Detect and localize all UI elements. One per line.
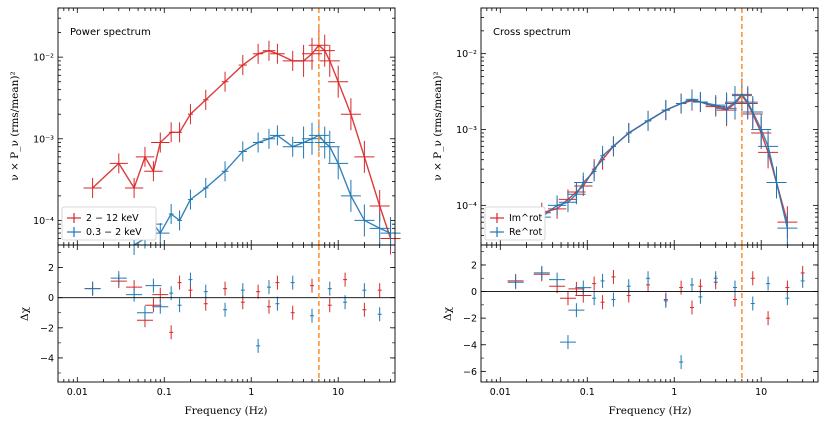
x-tick-label: 0.01: [67, 387, 88, 398]
x-tick-label: 10: [332, 387, 344, 398]
y-tick-label: 0: [471, 287, 477, 298]
left-top-ylabel: ν × P_ν (rms/mean)²: [9, 71, 21, 180]
left-legend-red-label: 2 − 12 keV: [86, 213, 139, 224]
x-tick-label: 10: [755, 387, 767, 398]
y-tick-label: 10⁻⁴: [456, 201, 477, 212]
right-bottom-ylabel: Δχ: [442, 306, 454, 321]
right-panel: 10⁻⁴ 10⁻³ 10⁻² 0.01 0.1 1 10 −6 −4 −2 0 2 Cross sp…: [432, 7, 819, 417]
right-bottom-data: [507, 265, 805, 370]
right-top-plot-area: [481, 8, 818, 245]
left-top-plot-area: [58, 8, 395, 245]
x-tick-label: 0.1: [580, 387, 595, 398]
model-line: [541, 93, 789, 229]
left-xlabel: Frequency (Hz): [184, 405, 267, 417]
y-tick-label: 10⁻³: [456, 125, 477, 136]
y-tick-label: 2: [471, 260, 477, 271]
right-bottom-ticks: 0.01 0.1 1 10 −6 −4 −2 0 2: [463, 245, 818, 398]
model-line: [133, 134, 391, 246]
right-legend-blue-label: Re^rot: [509, 227, 542, 238]
y-tick-label: 10⁻³: [33, 134, 54, 145]
y-tick-label: 2: [48, 263, 54, 274]
left-legend-blue-label: 0.3 − 2 keV: [86, 227, 142, 238]
y-tick-label: 0: [48, 293, 54, 304]
x-tick-label: 1: [248, 387, 254, 398]
x-tick-label: 1: [671, 387, 677, 398]
right-annotation: Cross spectrum: [493, 27, 571, 38]
y-tick-label: 10⁻⁴: [33, 216, 54, 227]
left-bottom-ylabel: Δχ: [19, 306, 31, 321]
x-tick-label: 0.01: [490, 387, 511, 398]
right-xlabel: Frequency (Hz): [608, 405, 691, 417]
right-bottom-plot-area: [481, 245, 818, 382]
left-legend: 2 − 12 keV 0.3 − 2 keV: [61, 206, 157, 241]
left-bottom-ticks: 0.01 0.1 1 10 −4 −2 0 2: [40, 245, 395, 398]
left-bottom-plot-area: [58, 245, 395, 382]
right-legend: Im^rot Re^rot: [484, 206, 546, 241]
left-annotation: Power spectrum: [70, 27, 151, 38]
left-legend-box: [61, 206, 157, 241]
right-bottom-frame: [480, 244, 819, 383]
y-tick-label: 10⁻²: [456, 49, 477, 60]
y-tick-label: 10⁻²: [33, 53, 54, 64]
y-tick-label: −4: [40, 353, 54, 364]
right-top-ylabel: ν × P_ν (rms/mean)²: [432, 71, 444, 180]
model-line: [92, 44, 392, 239]
y-tick-label: −6: [463, 367, 477, 378]
left-bottom-data: [84, 271, 382, 353]
left-panel: 10⁻⁴ 10⁻³ 10⁻² 0.01 0.1 1 10 −4 −2 0 2 Power spec…: [9, 7, 401, 417]
left-bottom-frame: [57, 244, 396, 383]
right-legend-red-label: Im^rot: [509, 213, 543, 224]
x-tick-label: 0.1: [157, 387, 172, 398]
y-tick-label: −2: [40, 323, 54, 334]
y-tick-label: −4: [463, 340, 477, 351]
y-tick-label: −2: [463, 314, 477, 325]
